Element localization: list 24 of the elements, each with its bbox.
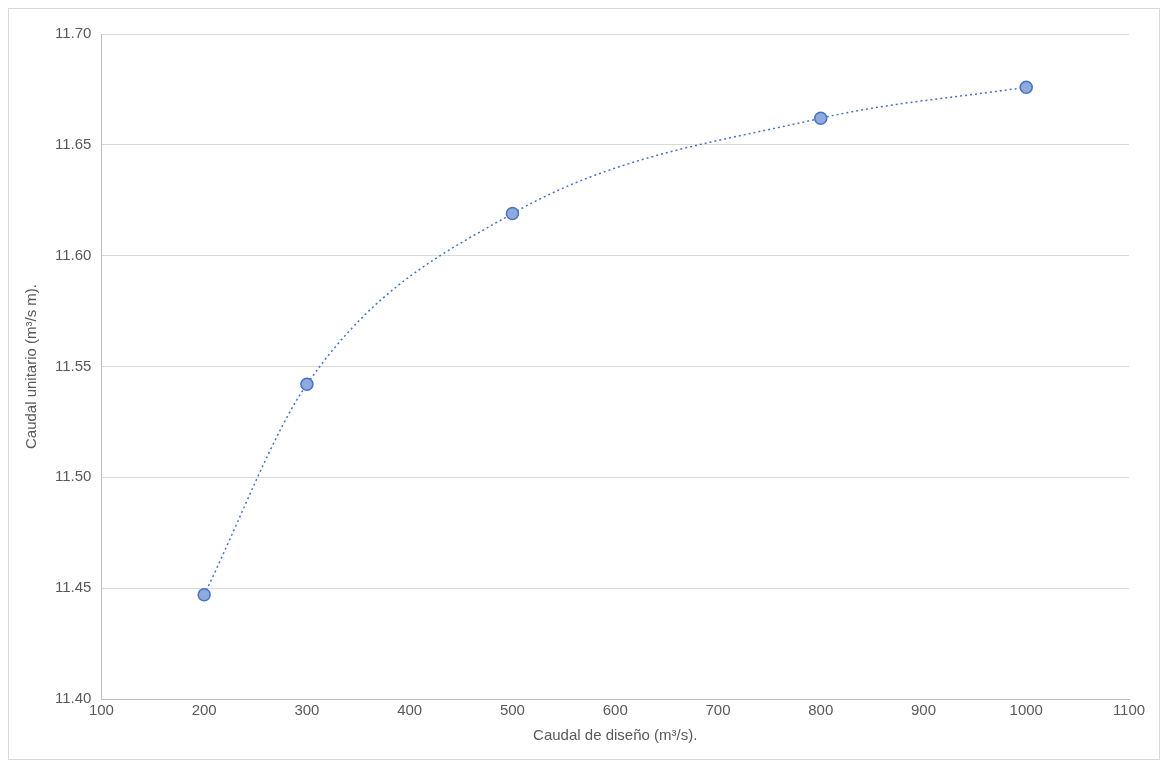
x-tick-label: 900 xyxy=(910,701,936,719)
y-tick-label: 11.55 xyxy=(54,356,92,374)
y-tick-label: 11.65 xyxy=(54,134,92,152)
y-tick-label: 11.50 xyxy=(54,467,92,485)
point xyxy=(197,588,211,602)
point xyxy=(1019,80,1033,94)
y-axis-title: Caudal unitario (m³/s m). xyxy=(22,283,40,450)
point xyxy=(300,377,314,391)
x-tick-label: 400 xyxy=(397,701,423,719)
x-tick-label: 300 xyxy=(294,701,320,719)
y-tick-label: 11.40 xyxy=(54,689,92,707)
x-axis-title: Caudal de diseño (m³/s). xyxy=(533,726,698,744)
x-tick-label: 800 xyxy=(808,701,834,719)
point xyxy=(813,111,828,125)
y-tick-label: 11.60 xyxy=(54,245,92,263)
x-tick-label: 600 xyxy=(602,701,628,719)
point xyxy=(505,206,520,221)
x-tick-label: 500 xyxy=(499,701,525,719)
x-tick-label: 1100 xyxy=(1112,701,1146,719)
y-tick-label: 11.70 xyxy=(54,24,92,42)
x-tick-label: 700 xyxy=(705,701,731,719)
y-tick-label: 11.45 xyxy=(54,578,92,596)
x-tick-label: 1000 xyxy=(1009,701,1043,719)
x-tick-label: 200 xyxy=(191,701,217,719)
